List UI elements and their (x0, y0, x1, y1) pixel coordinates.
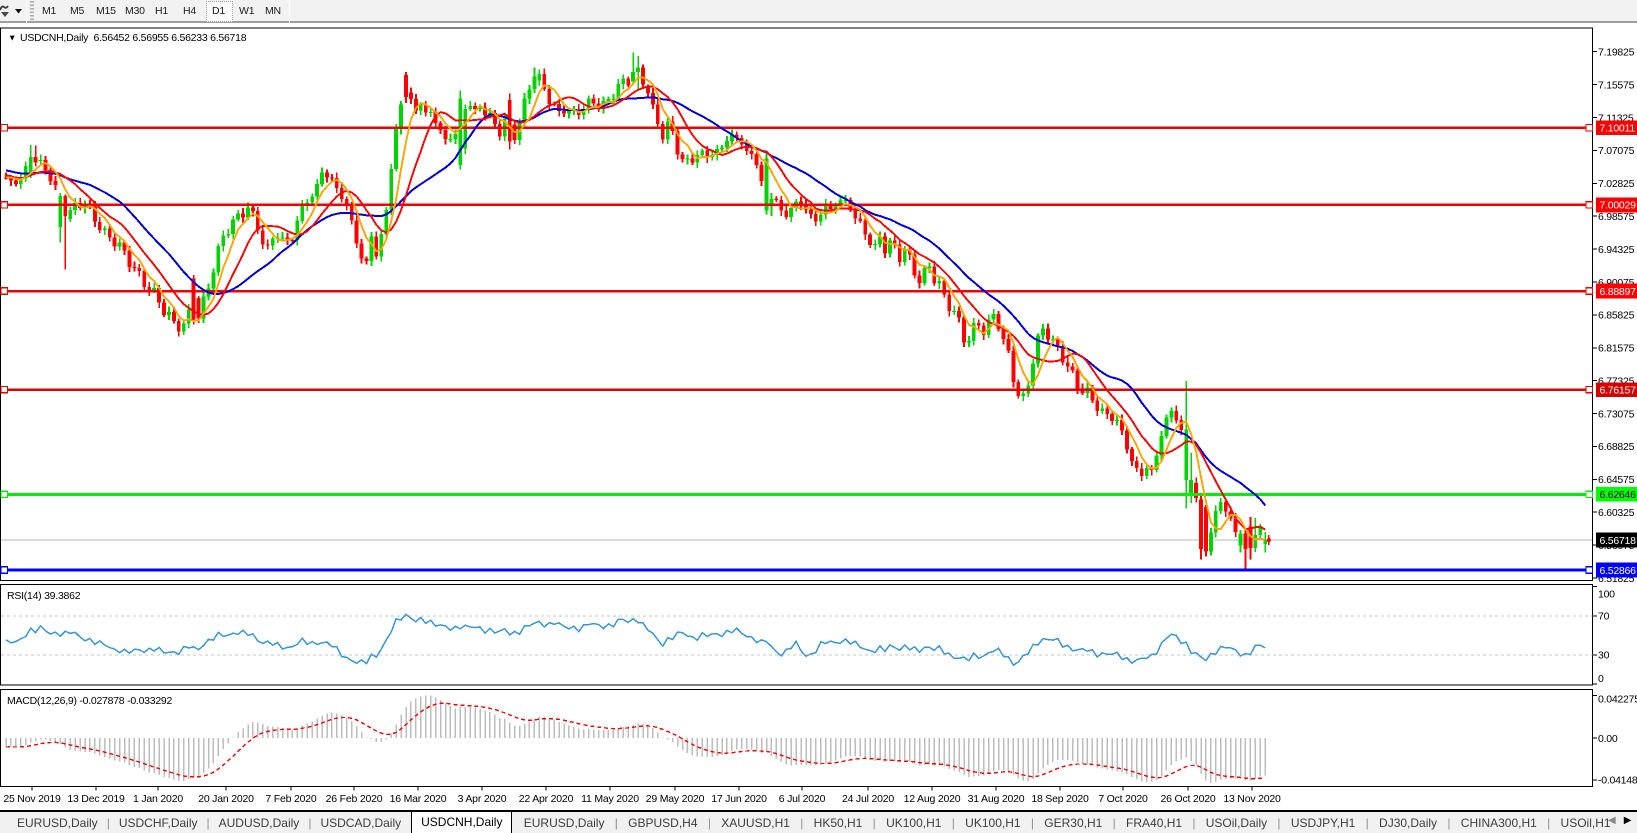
svg-text:6 Jul 2020: 6 Jul 2020 (779, 793, 826, 805)
svg-text:6.98575: 6.98575 (1598, 211, 1635, 223)
svg-text:▼: ▼ (8, 33, 16, 43)
svg-text:11 May 2020: 11 May 2020 (581, 793, 639, 805)
svg-text:31 Aug 2020: 31 Aug 2020 (968, 793, 1025, 805)
svg-text:24 Jul 2020: 24 Jul 2020 (842, 793, 894, 805)
svg-text:30: 30 (1598, 650, 1610, 662)
svg-text:20 Jan 2020: 20 Jan 2020 (198, 793, 254, 805)
svg-text:18 Sep 2020: 18 Sep 2020 (1031, 793, 1089, 805)
svg-text:MACD(12,26,9) -0.027878 -0.033: MACD(12,26,9) -0.027878 -0.033292 (7, 695, 173, 707)
svg-text:100: 100 (1598, 588, 1615, 600)
svg-text:6.76157: 6.76157 (1600, 385, 1637, 397)
svg-text:26 Feb 2020: 26 Feb 2020 (326, 793, 383, 805)
svg-text:29 May 2020: 29 May 2020 (646, 793, 705, 805)
svg-text:13 Nov 2020: 13 Nov 2020 (1223, 793, 1281, 805)
svg-text:7.10011: 7.10011 (1600, 123, 1636, 135)
svg-text:6.81575: 6.81575 (1598, 343, 1635, 355)
svg-text:13 Dec 2019: 13 Dec 2019 (67, 793, 125, 805)
svg-text:7.00029: 7.00029 (1600, 200, 1637, 212)
svg-text:6.64575: 6.64575 (1598, 474, 1635, 486)
svg-text:6.68825: 6.68825 (1598, 441, 1635, 453)
svg-text:3 Apr 2020: 3 Apr 2020 (458, 793, 507, 805)
svg-text:7.15575: 7.15575 (1598, 79, 1635, 91)
svg-text:-0.04148: -0.04148 (1598, 775, 1637, 787)
svg-text:6.73075: 6.73075 (1598, 408, 1635, 420)
svg-text:25 Nov 2019: 25 Nov 2019 (3, 793, 61, 805)
svg-text:RSI(14) 39.3862: RSI(14) 39.3862 (7, 590, 81, 602)
svg-text:26 Oct 2020: 26 Oct 2020 (1160, 793, 1215, 805)
svg-text:6.85825: 6.85825 (1598, 310, 1635, 322)
svg-text:6.52866: 6.52866 (1600, 565, 1637, 577)
svg-text:0.042275: 0.042275 (1598, 693, 1637, 705)
svg-text:6.56718: 6.56718 (1600, 535, 1637, 547)
svg-text:0.00: 0.00 (1598, 733, 1618, 745)
svg-text:17 Jun 2020: 17 Jun 2020 (711, 793, 767, 805)
svg-text:7 Feb 2020: 7 Feb 2020 (265, 793, 316, 805)
svg-text:7.02825: 7.02825 (1598, 178, 1635, 190)
svg-text:70: 70 (1598, 611, 1610, 623)
svg-text:6.60325: 6.60325 (1598, 507, 1635, 519)
svg-text:22 Apr 2020: 22 Apr 2020 (519, 793, 574, 805)
svg-text:1 Jan 2020: 1 Jan 2020 (133, 793, 183, 805)
svg-text:12 Aug 2020: 12 Aug 2020 (904, 793, 961, 805)
svg-text:6.88897: 6.88897 (1600, 286, 1637, 298)
svg-text:7.07075: 7.07075 (1598, 145, 1635, 157)
svg-text:7 Oct 2020: 7 Oct 2020 (1098, 793, 1148, 805)
svg-text:7.19825: 7.19825 (1598, 47, 1635, 59)
svg-text:6.62646: 6.62646 (1600, 489, 1637, 501)
svg-text:0: 0 (1598, 673, 1604, 685)
svg-text:6.94325: 6.94325 (1598, 244, 1635, 256)
svg-text:16 Mar 2020: 16 Mar 2020 (390, 793, 447, 805)
svg-text:USDCNH,Daily 6.56452 6.56955: USDCNH,Daily 6.56452 6.56955 6.56233 6.5… (20, 32, 247, 44)
